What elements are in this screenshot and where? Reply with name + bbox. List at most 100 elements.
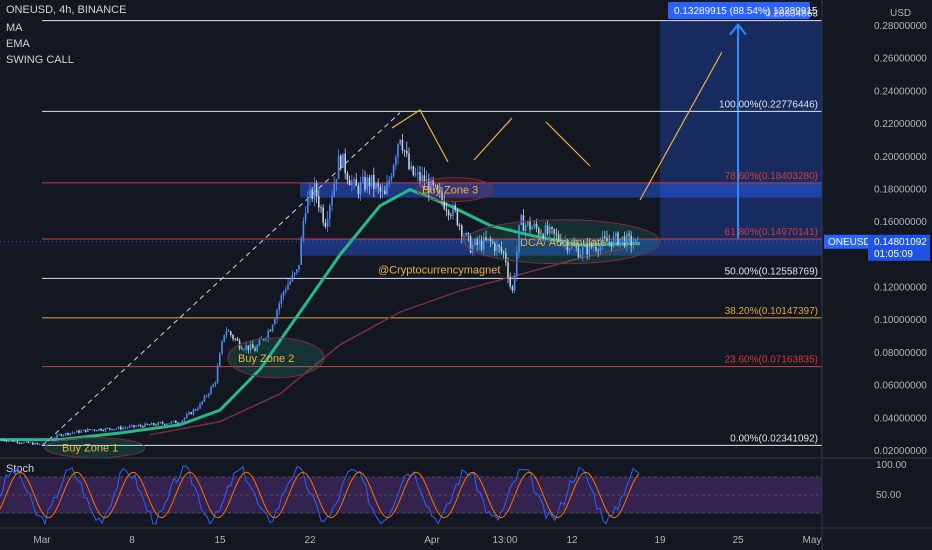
candle-body	[25, 441, 27, 443]
candle-body	[214, 382, 217, 385]
candle-body	[82, 429, 85, 431]
candle-body	[474, 239, 476, 245]
time-tick-0: Mar	[33, 535, 51, 546]
candle-body	[511, 286, 514, 291]
candle-body	[69, 433, 71, 435]
candle-body	[476, 239, 478, 245]
candle-body	[230, 331, 232, 336]
candle-body	[293, 272, 296, 275]
watermark-label: @Cryptocurrencymagnet	[378, 265, 500, 277]
candle-body	[148, 424, 151, 426]
candle-body	[417, 172, 419, 174]
candle-body	[337, 155, 340, 180]
buy-zone-2-label: Buy Zone 2	[238, 353, 294, 365]
candle-body	[146, 423, 148, 425]
candle-body	[254, 348, 256, 352]
stoch-tick-1: 50.00	[876, 490, 901, 501]
candle-body	[298, 264, 300, 270]
time-tick-5: 13:00	[492, 535, 517, 546]
candle-body	[210, 387, 212, 394]
symbol-tag	[824, 234, 868, 249]
candle-body	[432, 179, 434, 186]
projection-box	[660, 20, 822, 239]
candle-body	[454, 205, 456, 211]
candle-body	[16, 441, 19, 443]
candle-body	[236, 338, 239, 341]
candle-body	[628, 233, 630, 236]
candle-body	[505, 252, 507, 263]
candle-body	[410, 166, 412, 170]
candle-body	[12, 440, 14, 442]
candle-body	[494, 243, 496, 252]
currency-label: USD	[890, 8, 911, 19]
candle-body	[500, 247, 503, 252]
candle-body	[78, 430, 80, 433]
swing-arrow-3	[639, 51, 723, 201]
candle-body	[388, 179, 390, 184]
candle-body	[463, 235, 465, 237]
candle-body	[166, 423, 168, 425]
candle-body	[47, 440, 49, 442]
candle-body	[56, 434, 58, 438]
candle-body	[324, 222, 327, 227]
candle-body	[225, 331, 228, 336]
candle-body	[307, 197, 309, 213]
time-tick-3: 22	[304, 535, 316, 546]
candle-body	[98, 428, 100, 431]
candle-body	[399, 139, 401, 145]
candle-body	[564, 241, 566, 243]
candle-body	[23, 442, 25, 444]
indicator-swing-call[interactable]: SWING CALL	[6, 54, 74, 66]
candle-body	[461, 225, 463, 237]
candle-body	[419, 172, 421, 182]
candle-body	[373, 174, 375, 189]
candle-body	[175, 420, 177, 424]
candle-body	[370, 174, 373, 187]
candle-body	[577, 247, 580, 258]
current-price-tag	[868, 234, 930, 261]
candle-body	[335, 179, 338, 184]
candle-body	[150, 423, 153, 425]
candle-body	[434, 185, 437, 186]
candle-body	[518, 224, 520, 252]
candle-body	[29, 442, 32, 444]
candle-body	[560, 240, 562, 245]
candle-body	[549, 227, 551, 234]
candle-body	[287, 284, 289, 290]
time-tick-2: 15	[214, 535, 226, 546]
candle-body	[89, 429, 91, 430]
time-tick-7: 19	[654, 535, 666, 546]
candle-body	[219, 353, 221, 367]
candle-body	[106, 428, 109, 429]
time-axis[interactable]: Mar 8 15 22 Apr 13:00 12 19 25 May	[0, 527, 932, 546]
candle-body	[62, 434, 65, 436]
candle-body	[188, 412, 190, 415]
candle-body	[428, 179, 430, 193]
candle-body	[60, 434, 63, 436]
candle-body	[502, 251, 505, 253]
candle-body	[168, 423, 170, 425]
candle-body	[348, 179, 351, 186]
candle-body	[364, 176, 366, 190]
candle-body	[395, 157, 397, 166]
zones-layer: 0.13289915 (88.54%) 13289915	[300, 2, 822, 256]
candle-body	[71, 432, 74, 434]
indicator-ema[interactable]: EMA	[6, 38, 30, 50]
candle-body	[183, 417, 186, 421]
candle-body	[522, 215, 525, 232]
candle-body	[333, 183, 335, 197]
candle-body	[535, 223, 538, 229]
candle-body	[322, 207, 324, 223]
candle-body	[300, 238, 302, 265]
candle-body	[282, 291, 285, 296]
candle-body	[375, 183, 377, 189]
candle-body	[27, 441, 30, 443]
candle-body	[443, 200, 445, 210]
candle-body	[430, 179, 432, 193]
candle-body	[131, 425, 133, 427]
candle-body	[227, 331, 230, 333]
indicator-ma[interactable]: MA	[6, 22, 23, 34]
candle-body	[51, 439, 54, 440]
candle-body	[137, 425, 140, 427]
